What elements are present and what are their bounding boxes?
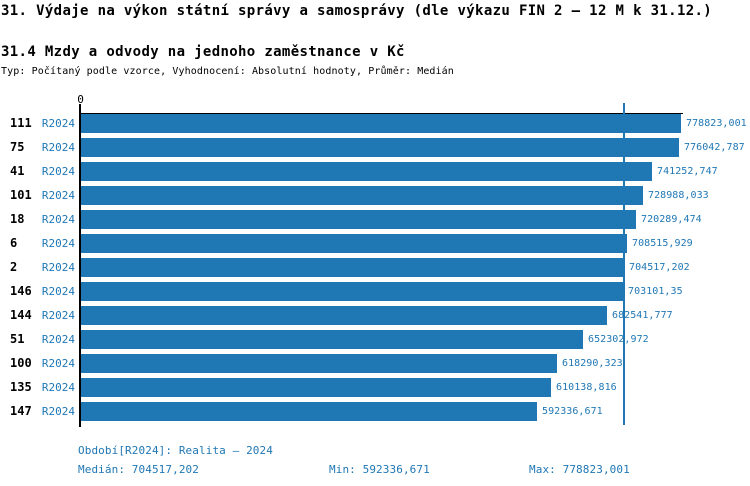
bar (81, 210, 636, 229)
median-line (623, 103, 625, 425)
row-series-label: R2024 (41, 261, 75, 274)
row-category-label: 2 (10, 260, 18, 274)
row-category-label: 6 (10, 236, 18, 250)
max-stat: Max: 778823,001 (529, 463, 630, 476)
bar (81, 306, 607, 325)
bar-value-label: 741252,747 (657, 166, 718, 177)
bar (81, 378, 551, 397)
row-category-label: 101 (10, 188, 32, 202)
row-series-label: R2024 (41, 357, 75, 370)
row-category-label: 41 (10, 164, 25, 178)
row-series-label: R2024 (41, 141, 75, 154)
bar-value-label: 703101,35 (628, 286, 683, 297)
row-series-label: R2024 (41, 333, 75, 346)
bar (81, 186, 643, 205)
bar-value-label: 776042,787 (684, 142, 745, 153)
x-axis-line (80, 113, 683, 114)
row-series-label: R2024 (41, 213, 75, 226)
row-series-label: R2024 (41, 237, 75, 250)
median-stat: Medián: 704517,202 (78, 463, 200, 476)
bar (81, 162, 652, 181)
bar-value-label: 618290,323 (562, 358, 623, 369)
bar-value-label: 704517,202 (629, 262, 690, 273)
row-series-label: R2024 (41, 381, 75, 394)
min-stat: Min: 592336,671 (329, 463, 430, 476)
row-category-label: 146 (10, 284, 32, 298)
row-category-label: 51 (10, 332, 25, 346)
row-series-label: R2024 (41, 285, 75, 298)
row-series-label: R2024 (41, 165, 75, 178)
period-label: Období[R2024]: Realita – 2024 (78, 444, 273, 457)
row-category-label: 147 (10, 404, 32, 418)
y-axis-line (79, 113, 81, 427)
bar-value-label: 778823,001 (686, 118, 747, 129)
x-axis-zero-tick (79, 104, 81, 113)
row-series-label: R2024 (41, 309, 75, 322)
chart-meta-line: Typ: Počítaný podle vzorce, Vyhodnocení:… (1, 66, 454, 77)
bar (81, 234, 627, 253)
bar (81, 114, 681, 133)
row-series-label: R2024 (41, 189, 75, 202)
bar-value-label: 728988,033 (648, 190, 709, 201)
row-category-label: 18 (10, 212, 25, 226)
row-category-label: 75 (10, 140, 25, 154)
bar (81, 354, 557, 373)
bar (81, 258, 624, 277)
x-axis-zero-label: 0 (77, 93, 84, 106)
bar (81, 138, 679, 157)
bar-value-label: 682541,777 (612, 310, 673, 321)
bar-value-label: 610138,816 (556, 382, 617, 393)
row-category-label: 100 (10, 356, 32, 370)
row-series-label: R2024 (41, 405, 75, 418)
row-category-label: 135 (10, 380, 32, 394)
bar (81, 330, 583, 349)
chart-title: 31.4 Mzdy a odvody na jednoho zaměstnanc… (1, 44, 405, 60)
bar-value-label: 708515,929 (632, 238, 693, 249)
row-category-label: 111 (10, 116, 32, 130)
bar (81, 402, 537, 421)
report-title: 31. Výdaje na výkon státní správy a samo… (1, 3, 713, 19)
bar-value-label: 720289,474 (641, 214, 702, 225)
bar (81, 282, 623, 301)
bar-value-label: 592336,671 (542, 406, 603, 417)
bar-value-label: 652302,972 (588, 334, 649, 345)
row-category-label: 144 (10, 308, 32, 322)
row-series-label: R2024 (41, 117, 75, 130)
